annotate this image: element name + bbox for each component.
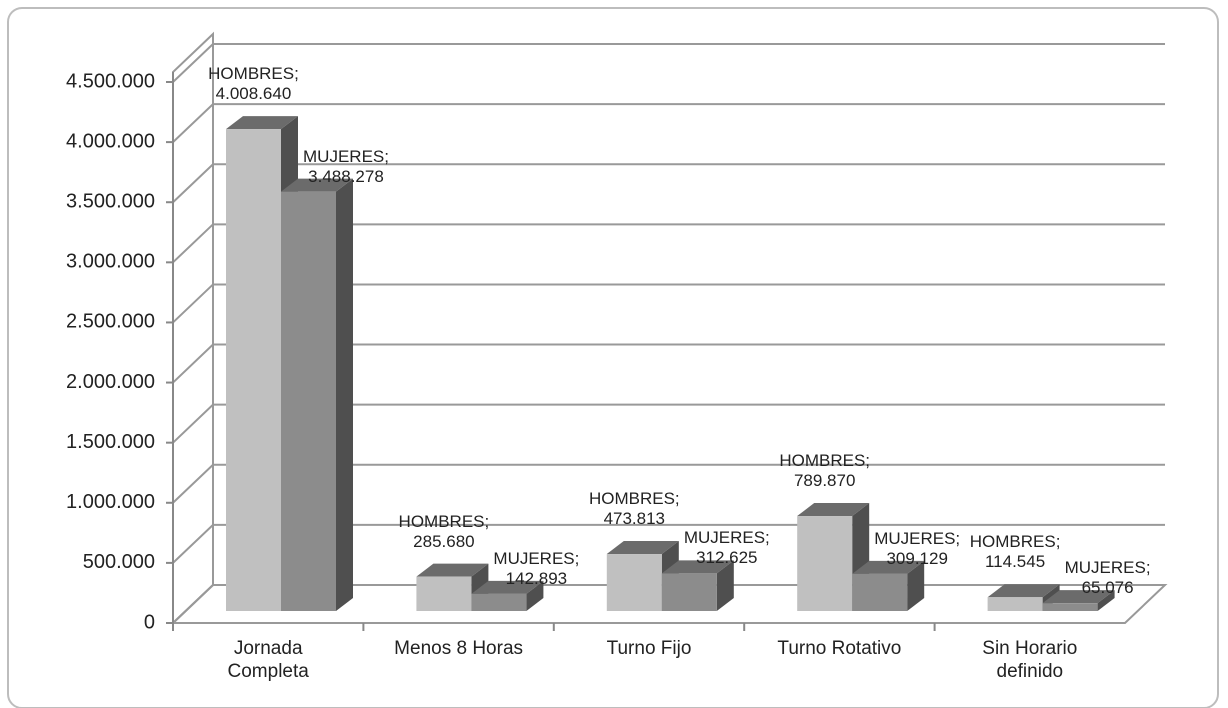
bar [416,576,472,611]
bar-side [907,560,925,611]
grid-line [172,463,1165,504]
data-label: HOMBRES; 114.545 [969,532,1061,572]
y-tick-label: 3.500.000 [66,191,155,213]
bar-top [852,560,925,574]
grid-line [172,103,1165,143]
frame [7,7,1219,708]
data-label: MUJERES; 142.893 [493,548,580,588]
bar-top [416,563,489,577]
data-label: HOMBRES; 473.813 [588,489,680,529]
y-tick-label: 2.000.000 [66,371,155,393]
bar [471,593,527,611]
bar-side [336,178,353,611]
x-tick-label: Turno Rotativo [777,638,902,659]
grid-line [172,43,1165,83]
bar [1042,603,1098,611]
bar-top [281,178,353,192]
x-tick-label: Turno Fijo [606,638,692,659]
x-tick-label: Menos 8 Horas [394,638,524,659]
data-label: MUJERES; 3.488.278 [303,146,389,186]
bar-top [797,503,870,517]
bar [606,554,662,611]
bar-top [661,560,734,574]
grid-line [172,223,1165,264]
y-tick-label: 4.500.000 [66,70,155,92]
grid-line [172,403,1165,444]
y-tick-label: 1.500.000 [66,431,155,453]
data-label: MUJERES; 312.625 [683,528,770,568]
y-tick-label: 2.500.000 [66,311,155,333]
data-label: MUJERES; 309.129 [874,528,961,568]
grid-line [172,163,1165,203]
bar-top [471,580,544,594]
y-tick-label: 3.000.000 [66,251,155,273]
bar-top [606,541,679,555]
bar-side [526,580,544,611]
bar-top [1042,590,1115,604]
x-tick-label: Sin Horario definido [982,638,1078,682]
y-tick-label: 4.000.000 [66,130,155,152]
bar [226,129,281,611]
bar [797,516,853,611]
y-tick-label: 500.000 [83,551,155,573]
bar-side [716,560,734,611]
y-tick-label: 1.000.000 [66,491,155,513]
data-label: HOMBRES; 4.008.640 [208,64,299,104]
data-label: HOMBRES; 285.680 [398,511,490,551]
bar [281,191,336,611]
grid-line [172,283,1165,324]
x-tick-label: Jornada Completa [227,638,309,682]
data-label: HOMBRES; 789.870 [779,451,871,491]
bar-top [987,584,1060,598]
bar [987,597,1043,611]
grid-line [172,343,1165,384]
bar-side [1097,590,1115,611]
bar [661,573,717,611]
bar [852,573,908,611]
data-label: MUJERES; 65.076 [1064,558,1151,598]
y-tick-label: 0 [144,611,155,633]
bar-top [226,116,298,130]
